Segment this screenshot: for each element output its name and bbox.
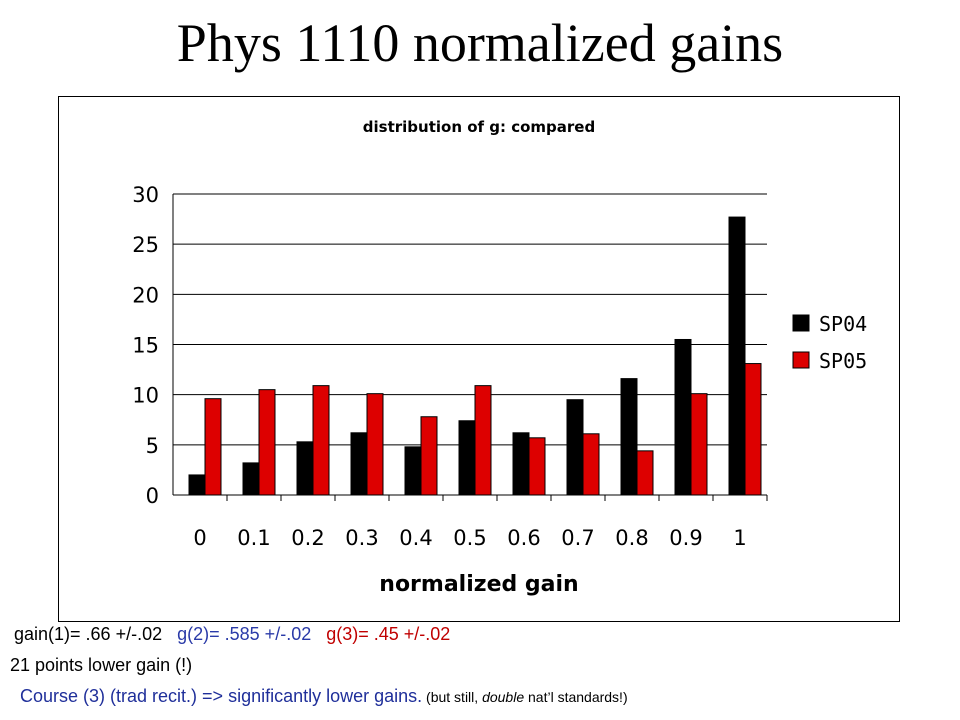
bar-sp05 [582,433,600,496]
course-note-emphasis: double [482,689,525,705]
bar-sp05 [636,450,654,496]
y-tick-label: 5 [146,434,159,458]
bar-sp05 [690,393,708,496]
x-tick-label: 0.5 [453,526,486,550]
bar-sp05 [474,385,492,496]
bar-sp04 [620,378,638,496]
bar-sp04 [350,432,368,496]
bar-sp04 [188,474,206,496]
bar-sp04 [728,216,746,496]
y-tick-label: 15 [132,334,159,358]
gain-summary-line: gain(1)= .66 +/-.02 g(2)= .585 +/-.02 g(… [14,624,450,645]
x-tick-label: 0.3 [345,526,378,550]
chart-title: distribution of g: compared [363,118,595,136]
gain1-text: gain(1)= .66 +/-.02 [14,624,163,644]
bar-sp05 [366,393,384,496]
course-note-main: Course (3) (trad recit.) => significantl… [20,686,423,706]
y-tick-label: 10 [132,384,159,408]
bar-sp05 [420,416,438,496]
points-lower-text: 21 points lower gain (!) [10,655,193,675]
bar-sp04 [404,446,422,496]
bar-sp05 [258,389,276,496]
bar-sp04 [674,338,692,496]
bar-sp05 [312,385,330,496]
legend-label-sp04: SP04 [819,312,867,336]
y-tick-label: 25 [132,233,159,257]
x-tick-label: 0.9 [669,526,702,550]
gain3-text: g(3)= .45 +/-.02 [326,624,451,644]
bar-sp04 [296,441,314,496]
x-tick-label: 0.2 [291,526,324,550]
bar-sp05 [744,363,762,496]
course-note-small-b: nat’l standards!) [524,689,628,705]
bar-sp04 [242,462,260,496]
course-note-small-a: (but still, [422,689,483,705]
x-axis-label: normalized gain [379,572,578,597]
slide-title: Phys 1110 normalized gains [176,13,784,73]
x-tick-label: 0.4 [399,526,432,550]
gain2-text: g(2)= .585 +/-.02 [177,624,312,644]
y-tick-label: 20 [132,283,159,307]
x-tick-label: 0.1 [237,526,270,550]
x-tick-label: 1 [733,526,746,550]
chart-frame: distribution of g: compared 0 5 10 15 20 25 30 0… [58,96,900,622]
legend-swatch-sp05 [792,351,810,369]
bar-sp05 [528,437,546,496]
course-note-line: Course (3) (trad recit.) => significantl… [20,686,628,707]
legend-label-sp05: SP05 [819,349,867,373]
y-tick-label: 0 [146,484,159,508]
x-tick-label: 0.7 [561,526,594,550]
bar-sp04 [566,399,584,496]
x-tick-label: 0 [193,526,206,550]
bar-sp04 [458,420,476,496]
x-tick-label: 0.8 [615,526,648,550]
bar-chart: distribution of g: compared0510152025300… [132,118,867,597]
y-tick-label: 30 [132,183,159,207]
legend-swatch-sp04 [792,314,810,332]
x-tick-label: 0.6 [507,526,540,550]
bar-sp04 [512,432,530,496]
bar-sp05 [204,398,222,496]
